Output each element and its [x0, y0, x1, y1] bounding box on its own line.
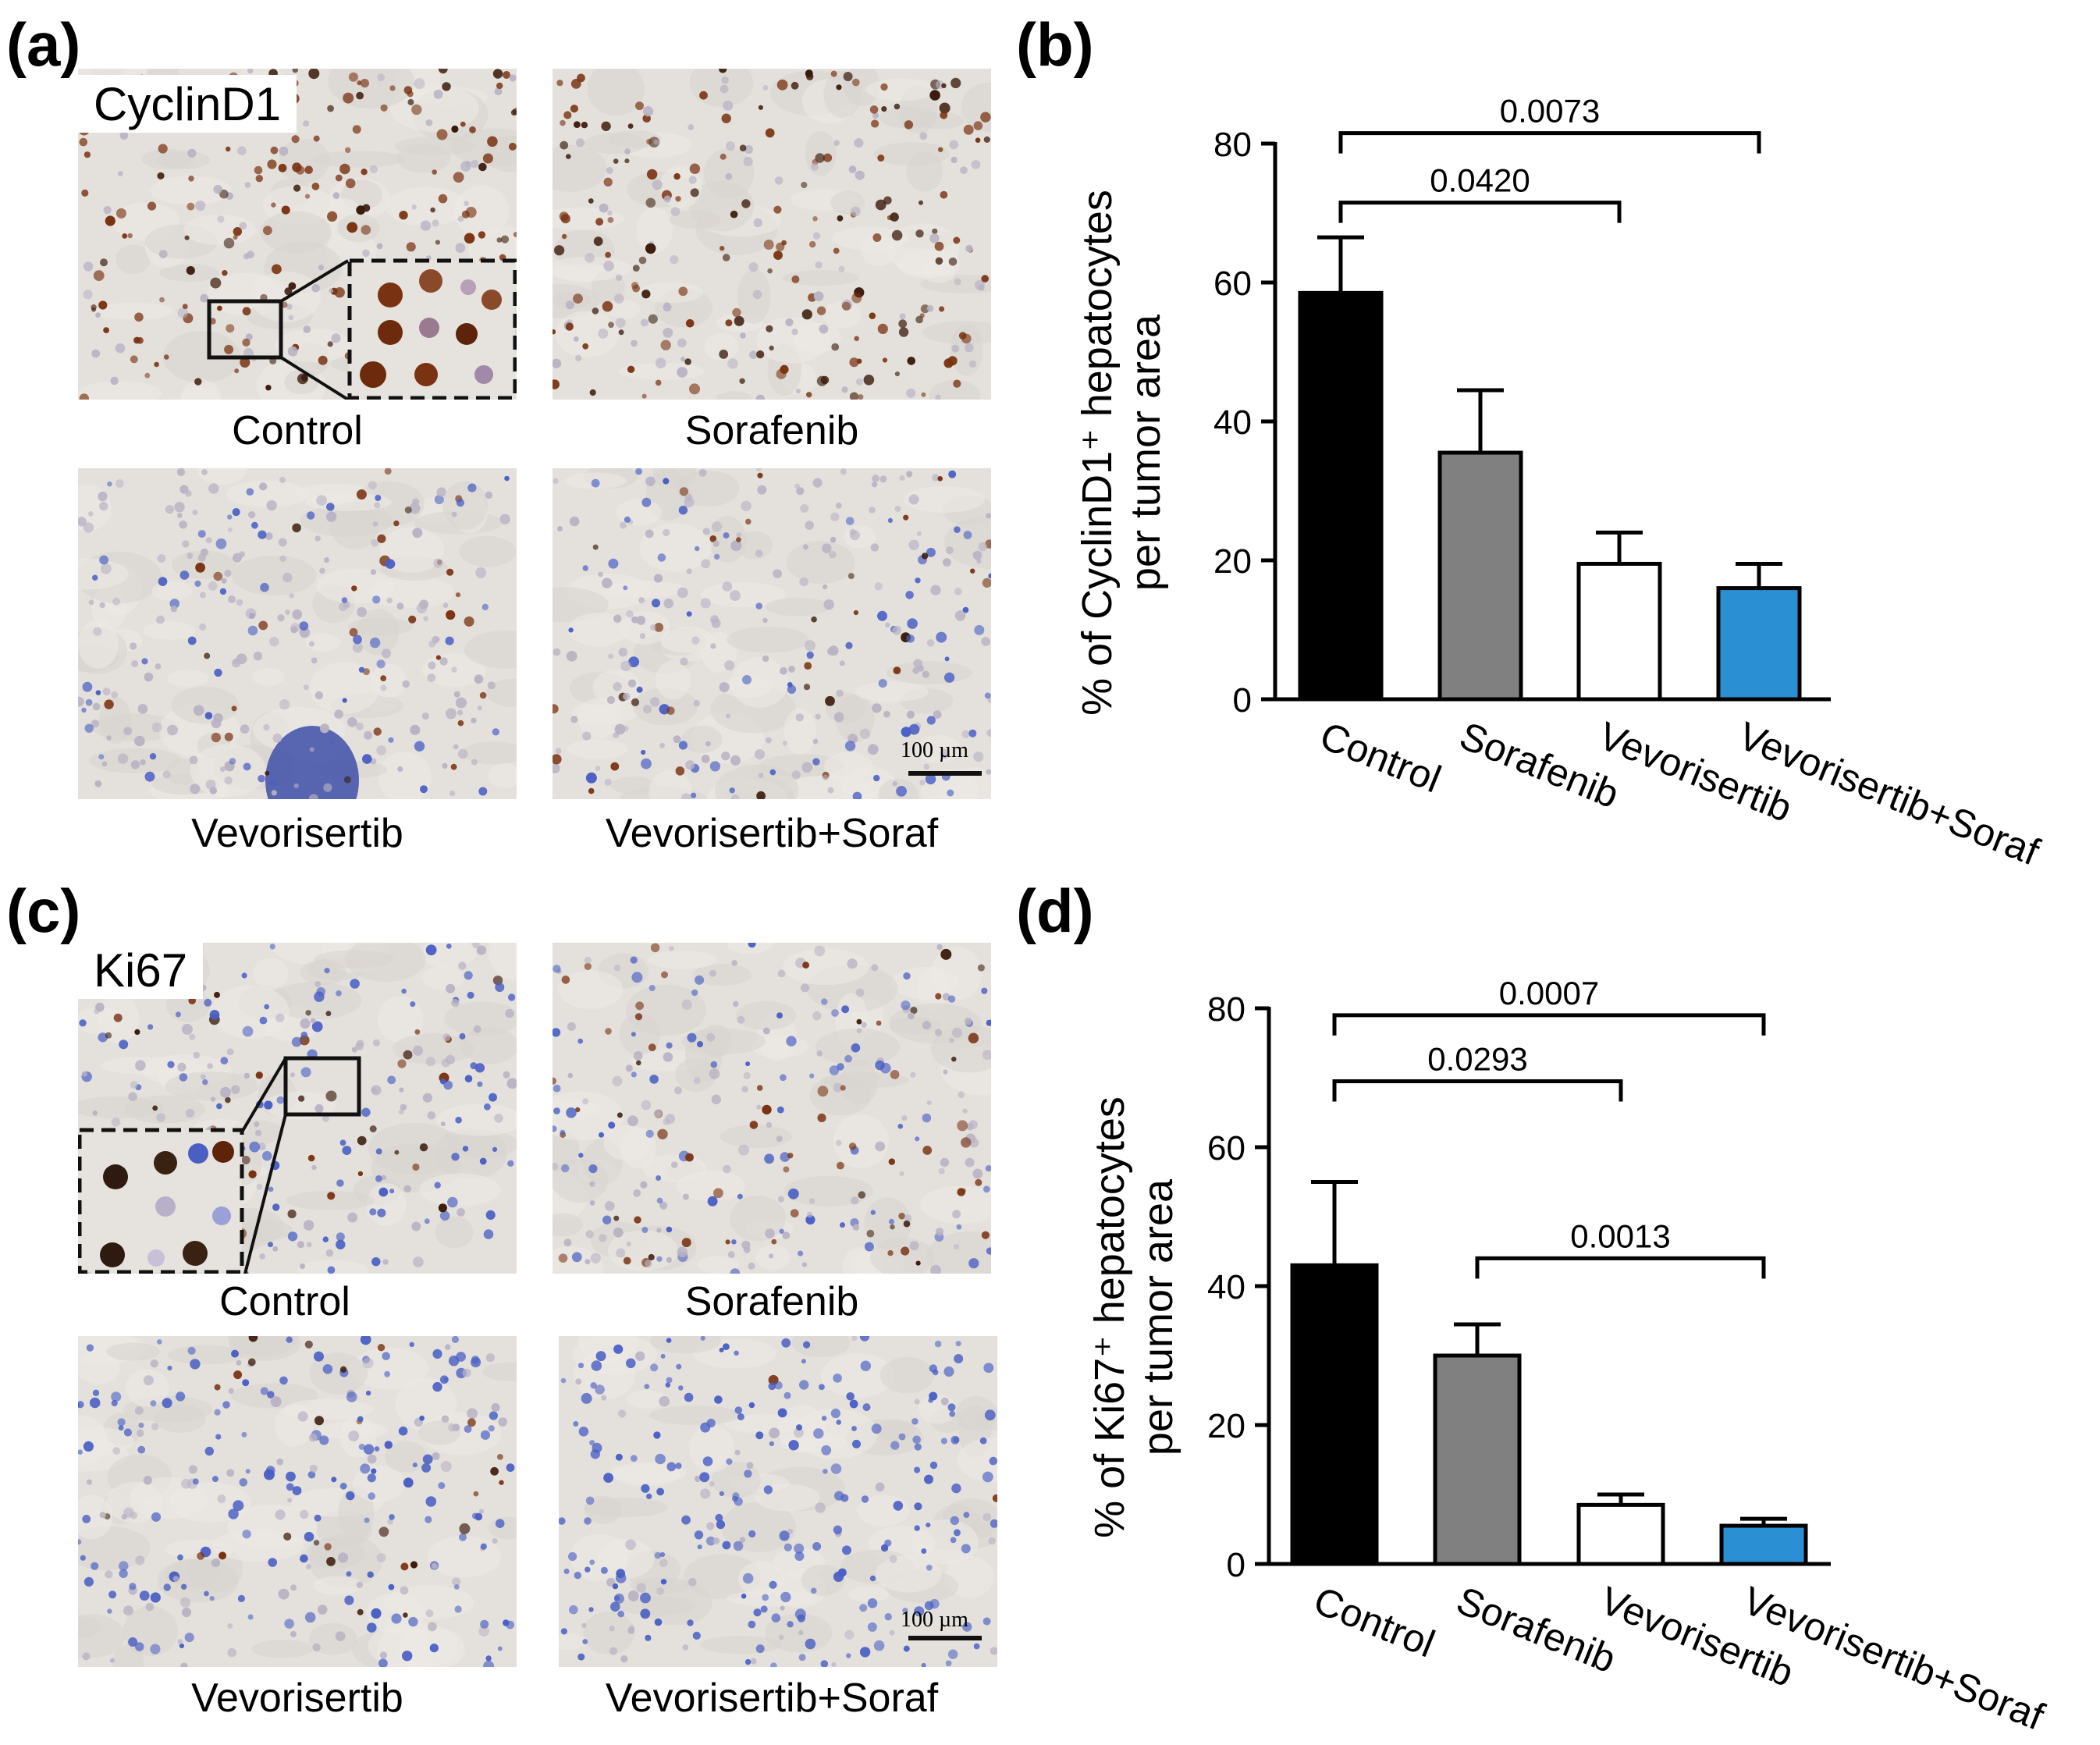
- chart-d-bar-1: [1433, 1353, 1522, 1566]
- micrograph-c-vevorisertib: [78, 1336, 517, 1667]
- scale-bar-a: [908, 771, 982, 776]
- chart-d-ytick-label-60: 60: [1207, 1129, 1245, 1167]
- zoom-inset-a: [207, 258, 517, 400]
- caption-c-control: Control: [219, 1279, 350, 1324]
- caption-a-vevorisertib: Vevorisertib: [191, 811, 403, 856]
- chart-b-ytick-label-20: 20: [1213, 542, 1252, 581]
- caption-c-vevorisertib: Vevorisertib: [191, 1676, 403, 1721]
- chart-b-ytick-label-80: 80: [1213, 126, 1252, 164]
- micrograph-a-combo: [553, 468, 991, 799]
- chart-b-bar-2: [1576, 561, 1662, 702]
- chart-b-pvalue-1: 0.0073: [1500, 93, 1600, 130]
- zoom-line-c-2: [243, 1114, 287, 1274]
- micrograph-a-sorafenib-svg: [553, 69, 991, 400]
- micrograph-c-vevorisertib-svg: [78, 1336, 517, 1667]
- zoom-inset-cells-c: [100, 1141, 234, 1267]
- micrograph-a-combo-svg: [553, 468, 991, 799]
- scale-label-a: 100 µm: [901, 738, 968, 762]
- caption-c-combo: Vevorisertib+Soraf: [605, 1676, 939, 1721]
- zoom-line-a-1: [279, 259, 350, 303]
- zoom-line-a-2: [279, 356, 350, 400]
- chart-b-category-label-1: Sorafenib: [1454, 713, 1625, 816]
- chart-b-bar-0: [1298, 290, 1384, 702]
- zoom-source-box-a: [207, 299, 283, 360]
- panel-d-label: (d): [1016, 876, 1094, 945]
- scale-bar-c: [908, 1636, 982, 1640]
- chart-b-category-label-0: Control: [1314, 713, 1447, 801]
- caption-a-control: Control: [232, 408, 363, 453]
- stain-label-ki67: Ki67: [78, 941, 204, 999]
- chart-d-category-label-1: Sorafenib: [1451, 1578, 1622, 1681]
- micrograph-a-sorafenib: [553, 69, 991, 400]
- chart-d-ytick-label-20: 20: [1207, 1407, 1245, 1445]
- zoom-inset-cells-a: [360, 269, 502, 388]
- chart-d-ytick-label-80: 80: [1207, 990, 1245, 1029]
- chart-d-bar-0: [1290, 1263, 1379, 1566]
- chart-b-ytick-label-60: 60: [1213, 265, 1252, 303]
- chart-d-pvalue-1: 0.0007: [1499, 975, 1599, 1011]
- chart-d-pvalue-2: 0.0013: [1570, 1217, 1670, 1254]
- caption-a-sorafenib: Sorafenib: [684, 408, 859, 453]
- micrograph-a-vevorisertib: [78, 468, 517, 799]
- panel-a-label: (a): [6, 10, 81, 79]
- chart-d-category-label-0: Control: [1308, 1578, 1441, 1665]
- chart-d-bar-2: [1576, 1502, 1665, 1566]
- micrograph-c-sorafenib: [553, 943, 991, 1274]
- scale-label-c: 100 µm: [901, 1608, 968, 1632]
- chart-d-ytick-label-0: 0: [1227, 1546, 1245, 1584]
- chart-b-pvalue-0: 0.0420: [1430, 162, 1530, 199]
- panel-c-label: (c): [6, 876, 81, 945]
- panel-b-label: (b): [1016, 10, 1094, 79]
- micrograph-a-vevorisertib-svg: [78, 468, 517, 799]
- caption-a-combo: Vevorisertib+Soraf: [605, 811, 939, 856]
- zoom-inset-c: [78, 1056, 361, 1274]
- caption-c-sorafenib: Sorafenib: [684, 1279, 859, 1324]
- micrograph-c-combo: [559, 1336, 997, 1667]
- zoom-source-box-c: [283, 1056, 361, 1117]
- chart-b-bar-3: [1716, 586, 1802, 702]
- chart-d-bar-3: [1719, 1523, 1808, 1566]
- micrograph-c-combo-svg: [559, 1336, 997, 1667]
- chart-b-ytick-label-40: 40: [1213, 403, 1252, 442]
- chart-d-bracket-1: [1332, 1013, 1766, 1036]
- stain-label-cyclind1: CyclinD1: [78, 75, 297, 133]
- chart-b-bar-1: [1437, 450, 1523, 702]
- chart-d-ytick-label-40: 40: [1207, 1268, 1245, 1306]
- chart-d-pvalue-0: 0.0293: [1427, 1040, 1527, 1077]
- chart-d-ylabel: % of Ki67⁺ hepatocytesper tumor area: [1086, 1096, 1181, 1538]
- chart-b-bracket-0: [1338, 201, 1622, 223]
- zoom-line-c-1: [239, 1057, 287, 1136]
- chart-d-bracket-2: [1475, 1256, 1766, 1279]
- chart-b-bracket-1: [1338, 131, 1761, 154]
- micrograph-c-sorafenib-svg: [553, 943, 991, 1274]
- chart-b-ytick-label-0: 0: [1233, 681, 1252, 720]
- chart-b-ylabel: % of CyclinD1⁺ hepatocytesper tumor area: [1074, 190, 1169, 716]
- chart-d-bracket-0: [1332, 1079, 1623, 1102]
